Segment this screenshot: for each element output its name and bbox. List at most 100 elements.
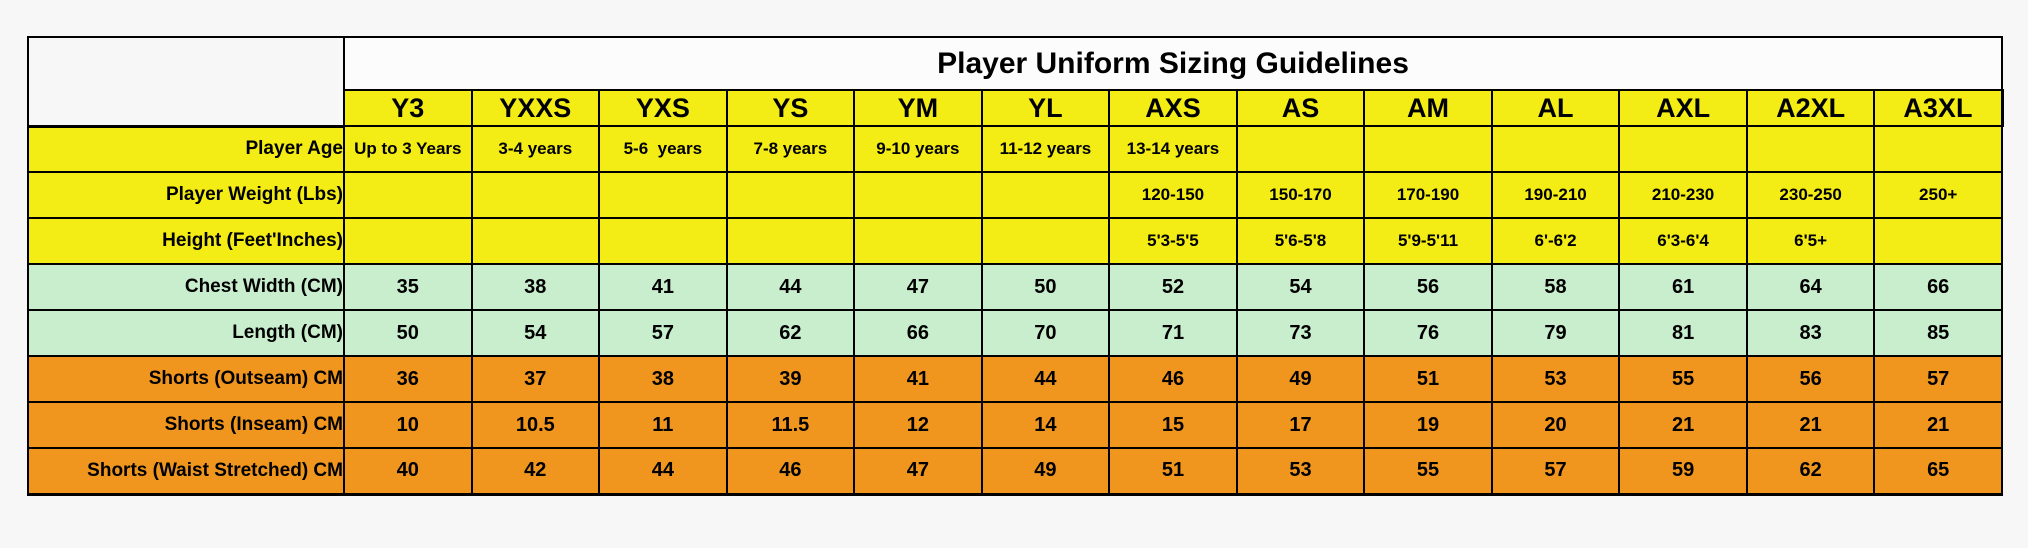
cell: 150-170 bbox=[1235, 171, 1366, 219]
cell bbox=[1873, 125, 2003, 173]
cell: 73 bbox=[1235, 309, 1366, 357]
sizing-table: Player Uniform Sizing Guidelines Y3 YXXS YX… bbox=[27, 36, 2004, 496]
cell: 9-10 years bbox=[853, 125, 983, 173]
cell: 21 bbox=[1745, 401, 1876, 449]
cell bbox=[1235, 125, 1366, 173]
cell: 44 bbox=[598, 447, 728, 496]
cell bbox=[853, 171, 983, 219]
row-label: Player Weight (Lbs) bbox=[27, 171, 345, 219]
table-row: Player Weight (Lbs) 120-150 150-170 170-190… bbox=[27, 171, 2003, 219]
cell: 53 bbox=[1490, 355, 1621, 403]
cell: 49 bbox=[980, 447, 1111, 496]
cell: 64 bbox=[1745, 263, 1876, 311]
cell: 210-230 bbox=[1618, 171, 1748, 219]
column-header-am: AM bbox=[1363, 89, 1493, 127]
cell: 66 bbox=[1873, 263, 2003, 311]
cell bbox=[343, 171, 473, 219]
cell: 5-6 years bbox=[598, 125, 728, 173]
cell: 59 bbox=[1618, 447, 1748, 496]
cell: 38 bbox=[598, 355, 728, 403]
cell: 11.5 bbox=[725, 401, 856, 449]
cell bbox=[980, 217, 1111, 265]
cell: 7-8 years bbox=[725, 125, 856, 173]
cell: 83 bbox=[1745, 309, 1876, 357]
cell: 56 bbox=[1363, 263, 1493, 311]
top-left-spacer bbox=[27, 36, 345, 127]
table-title: Player Uniform Sizing Guidelines bbox=[343, 36, 2003, 91]
cell: 53 bbox=[1235, 447, 1366, 496]
cell bbox=[1618, 125, 1748, 173]
column-header-yxxs: YXXS bbox=[470, 89, 601, 127]
cell: 14 bbox=[980, 401, 1111, 449]
cell: 62 bbox=[1745, 447, 1876, 496]
row-label: Shorts (Outseam) CM bbox=[27, 355, 345, 403]
table-row: Shorts (Inseam) CM 10 10.5 11 11.5 12 14 15 17 19… bbox=[27, 401, 2003, 449]
cell: 17 bbox=[1235, 401, 1366, 449]
table-row: Length (CM) 50 54 57 62 66 70 71 73 76 79 81 83 85 bbox=[27, 309, 2003, 357]
cell: 20 bbox=[1490, 401, 1621, 449]
cell: 79 bbox=[1490, 309, 1621, 357]
column-header-axl: AXL bbox=[1618, 89, 1748, 127]
column-header-as: AS bbox=[1235, 89, 1366, 127]
table-row: Chest Width (CM) 35 38 41 44 47 50 52 54 56 58 61 64… bbox=[27, 263, 2003, 311]
column-header-a3xl: A3XL bbox=[1873, 89, 2004, 127]
cell: 52 bbox=[1108, 263, 1238, 311]
cell: 62 bbox=[725, 309, 856, 357]
cell: 38 bbox=[470, 263, 601, 311]
cell bbox=[1745, 125, 1876, 173]
column-header-axs: AXS bbox=[1108, 89, 1238, 127]
cell: 6'-6'2 bbox=[1490, 217, 1621, 265]
cell: 12 bbox=[853, 401, 983, 449]
cell bbox=[1490, 125, 1621, 173]
cell: 66 bbox=[853, 309, 983, 357]
cell: 40 bbox=[343, 447, 473, 496]
cell: 51 bbox=[1363, 355, 1493, 403]
cell: 44 bbox=[725, 263, 856, 311]
cell: 120-150 bbox=[1108, 171, 1238, 219]
column-header-a2xl: A2XL bbox=[1745, 89, 1876, 127]
cell bbox=[598, 171, 728, 219]
cell: 37 bbox=[470, 355, 601, 403]
column-header-ym: YM bbox=[853, 89, 983, 127]
cell: 3-4 years bbox=[470, 125, 601, 173]
cell: 170-190 bbox=[1363, 171, 1493, 219]
cell: 47 bbox=[853, 447, 983, 496]
cell: 47 bbox=[853, 263, 983, 311]
cell: 250+ bbox=[1873, 171, 2003, 219]
cell: 21 bbox=[1618, 401, 1748, 449]
cell: 46 bbox=[725, 447, 856, 496]
cell: 57 bbox=[1490, 447, 1621, 496]
row-label: Length (CM) bbox=[27, 309, 345, 357]
cell: 10.5 bbox=[470, 401, 601, 449]
cell: 50 bbox=[343, 309, 473, 357]
cell bbox=[470, 217, 601, 265]
cell: 57 bbox=[1873, 355, 2003, 403]
cell: 35 bbox=[343, 263, 473, 311]
cell: 230-250 bbox=[1745, 171, 1876, 219]
cell: 57 bbox=[598, 309, 728, 357]
cell: 19 bbox=[1363, 401, 1493, 449]
cell: 11-12 years bbox=[980, 125, 1111, 173]
cell: 36 bbox=[343, 355, 473, 403]
cell: 51 bbox=[1108, 447, 1238, 496]
cell: 61 bbox=[1618, 263, 1748, 311]
cell: 71 bbox=[1108, 309, 1238, 357]
cell: 81 bbox=[1618, 309, 1748, 357]
cell: 54 bbox=[470, 309, 601, 357]
cell: 58 bbox=[1490, 263, 1621, 311]
column-header-y3: Y3 bbox=[343, 89, 473, 127]
cell bbox=[1873, 217, 2003, 265]
cell: 6'3-6'4 bbox=[1618, 217, 1748, 265]
cell: 5'3-5'5 bbox=[1108, 217, 1238, 265]
cell: 21 bbox=[1873, 401, 2003, 449]
column-header-al: AL bbox=[1490, 89, 1621, 127]
table-row: Shorts (Outseam) CM 36 37 38 39 41 44 46 49 51 53 5… bbox=[27, 355, 2003, 403]
cell: 85 bbox=[1873, 309, 2003, 357]
cell: 49 bbox=[1235, 355, 1366, 403]
cell bbox=[980, 171, 1111, 219]
cell: 50 bbox=[980, 263, 1111, 311]
cell: 5'9-5'11 bbox=[1363, 217, 1493, 265]
cell: 6'5+ bbox=[1745, 217, 1876, 265]
cell: Up to 3 Years bbox=[343, 125, 473, 173]
